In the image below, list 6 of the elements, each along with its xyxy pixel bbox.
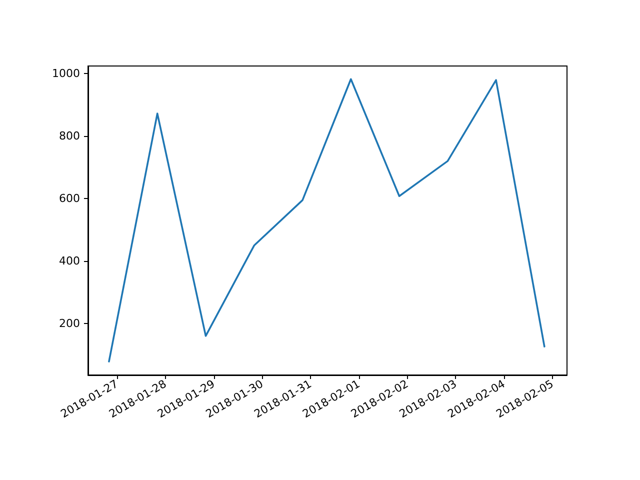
y-tick-label: 400 <box>59 254 80 268</box>
y-tick-label: 1000 <box>52 67 80 80</box>
y-tick-label: 200 <box>59 317 80 330</box>
line-series <box>108 78 546 362</box>
y-tick-label: 600 <box>59 192 80 206</box>
y-tick-label: 800 <box>59 130 80 143</box>
